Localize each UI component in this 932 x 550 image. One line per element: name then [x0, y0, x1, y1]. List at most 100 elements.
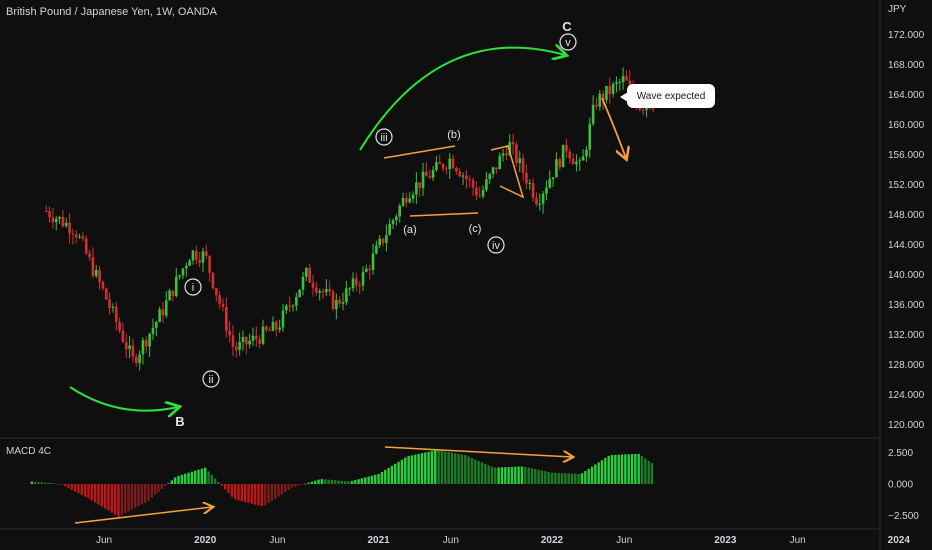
macd-bar: [230, 484, 234, 497]
macd-bar: [270, 484, 274, 501]
macd-bar: [157, 484, 160, 492]
candle-body: [395, 216, 398, 221]
candle-body: [205, 251, 208, 256]
wave-label-circle: [184, 278, 202, 296]
candle-body: [208, 255, 211, 273]
candle-body: [151, 327, 155, 334]
candle-body: [481, 189, 485, 197]
candle-body: [61, 216, 65, 227]
macd-bar: [297, 484, 300, 486]
candle-body: [551, 177, 555, 180]
macd-bar: [180, 474, 184, 484]
wave-label-circle: [487, 236, 505, 254]
macd-bar: [407, 456, 410, 484]
candle-body: [241, 336, 245, 343]
macd-bar: [197, 469, 200, 484]
macd-bar: [254, 484, 257, 505]
candle-body: [525, 172, 528, 184]
candle-body: [355, 278, 358, 286]
macd-bar: [200, 468, 204, 484]
candle-body: [181, 268, 185, 276]
candle-body: [398, 205, 402, 217]
macd-bar: [367, 476, 370, 484]
candle-body: [168, 290, 171, 301]
candle-body: [528, 182, 532, 184]
candle-body: [178, 275, 181, 277]
candle-body: [154, 322, 158, 328]
candle-body: [461, 175, 465, 177]
macd-bar: [460, 454, 464, 484]
candle-body: [328, 289, 331, 292]
candle-body: [111, 306, 115, 308]
macd-bar: [574, 473, 577, 484]
macd-bar: [310, 481, 314, 484]
macd-bar: [410, 455, 414, 484]
candle-body: [448, 158, 452, 170]
macd-bar: [143, 484, 147, 503]
candle-body: [171, 290, 175, 296]
macd-bar: [564, 473, 567, 484]
candle-body: [488, 173, 492, 180]
macd-bar: [434, 450, 437, 484]
macd-bar: [550, 472, 554, 484]
macd-bar: [137, 484, 140, 507]
macd-bar: [607, 455, 610, 484]
macd-bar: [63, 484, 67, 487]
macd-bar: [554, 472, 557, 484]
candle-body: [98, 269, 101, 282]
macd-bar: [477, 460, 480, 484]
macd-bar: [454, 453, 457, 484]
macd-bar: [133, 484, 137, 508]
candle-body: [211, 272, 215, 289]
macd-bar: [650, 463, 654, 484]
candle-body: [428, 176, 432, 178]
macd-bar: [183, 473, 187, 484]
time-tick-label: Jun: [443, 535, 459, 546]
macd-bar: [163, 484, 167, 487]
candle-body: [375, 245, 378, 254]
candle-body: [361, 271, 365, 286]
candle-body: [628, 80, 632, 85]
candle-body: [601, 93, 605, 101]
candle-body: [621, 76, 625, 82]
candle-body: [215, 288, 218, 296]
macd-bar: [547, 471, 550, 484]
candle-body: [321, 291, 325, 293]
candle-body: [248, 340, 251, 345]
candle-body: [475, 187, 478, 196]
macd-bar: [484, 463, 487, 484]
candle-body: [308, 268, 311, 283]
candle-body: [351, 278, 355, 289]
macd-bar: [394, 463, 397, 484]
macd-bar: [440, 451, 444, 484]
macd-bar: [390, 465, 394, 484]
candle-body: [641, 109, 645, 111]
macd-bar: [327, 479, 330, 484]
candle-body: [491, 167, 495, 174]
macd-bar: [560, 473, 564, 484]
candle-body: [64, 222, 68, 227]
candle-body: [401, 197, 405, 206]
candle-body: [598, 93, 602, 107]
candle-body: [48, 211, 51, 218]
candle-body: [128, 345, 131, 350]
macd-bar: [614, 454, 617, 484]
macd-bar: [117, 484, 120, 517]
candle-body: [191, 250, 195, 261]
macd-bar: [520, 466, 524, 484]
candle-body: [561, 144, 565, 168]
macd-bar: [113, 484, 117, 515]
candle-body: [515, 144, 518, 163]
macd-bar: [524, 466, 527, 484]
macd-bar: [320, 479, 324, 484]
candle-body: [558, 159, 562, 168]
macd-bar: [80, 484, 84, 496]
candle-body: [131, 345, 135, 357]
macd-bar: [340, 480, 344, 484]
macd-bar: [610, 454, 614, 484]
macd-bar: [123, 484, 127, 514]
candle-body: [218, 295, 221, 304]
wave-label: i: [192, 282, 194, 294]
